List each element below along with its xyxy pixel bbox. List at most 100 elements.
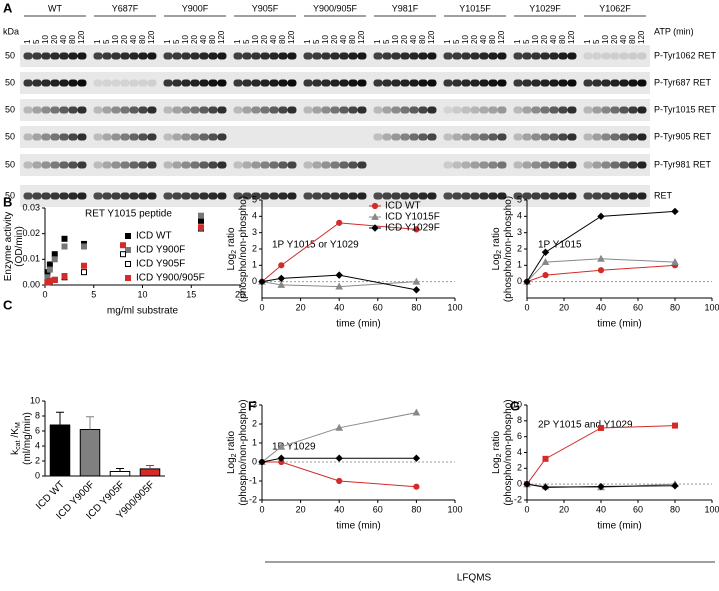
blot-band [260, 161, 270, 169]
point [277, 274, 286, 283]
y-axis-label-part: (phospho/non-phospho) [503, 196, 514, 302]
x-tick-label: 15 [186, 289, 196, 299]
blot-band [32, 79, 42, 87]
y-tick-label: 3 [252, 399, 257, 409]
blot-band [68, 79, 78, 87]
blot-band [461, 161, 471, 169]
blot-band [330, 192, 340, 200]
blot-band [50, 133, 60, 141]
blot-band [373, 79, 383, 87]
blot-band [628, 133, 638, 141]
blot-band [251, 79, 261, 87]
blot-band [549, 79, 559, 87]
panel-letter: F [248, 398, 256, 413]
blot-band [610, 133, 620, 141]
blot-band [217, 79, 227, 87]
timepoint-label: 10 [111, 35, 120, 44]
timepoint-label: 5 [452, 39, 461, 44]
timepoint-label: 40 [339, 35, 348, 44]
blot-band [32, 161, 42, 169]
legend-label: ICD Y1029F [385, 223, 440, 234]
blot-band [583, 161, 593, 169]
blot-band [242, 79, 252, 87]
blot-band [181, 79, 191, 87]
blot-band [260, 192, 270, 200]
blot-band [619, 52, 629, 60]
timepoint-label: 1 [93, 39, 102, 44]
blot-band [312, 161, 322, 169]
timepoint-label: 120 [637, 30, 646, 44]
blot-band [23, 79, 33, 87]
timepoint-label: 80 [418, 35, 427, 44]
blot-band [93, 79, 103, 87]
blot-band [409, 106, 419, 114]
blot-band [443, 79, 453, 87]
point [597, 267, 605, 274]
blot-band [443, 161, 453, 169]
series-line [526, 264, 676, 283]
blot-band [418, 52, 428, 60]
y-tick-label: 0 [517, 276, 522, 286]
mw-marker: 50 [5, 50, 15, 60]
blot-band [470, 192, 480, 200]
x-tick-label: 80 [411, 302, 421, 312]
blot-band [488, 133, 498, 141]
blot-band [540, 133, 550, 141]
timepoint-label: 80 [68, 35, 77, 44]
blot-band [610, 192, 620, 200]
blot-band [470, 161, 480, 169]
blot-band [348, 192, 358, 200]
blot-band [637, 52, 647, 60]
point [597, 482, 605, 491]
point [336, 219, 343, 226]
blot-band [400, 133, 410, 141]
y-axis-label: Log2 ratio [491, 227, 504, 270]
point [46, 266, 53, 273]
blot-band [102, 79, 112, 87]
blot-band [59, 133, 69, 141]
legend-label: ICD Y900F [136, 245, 185, 256]
lane-group-label: WT [48, 3, 62, 13]
blot-band [93, 106, 103, 114]
blot-band [461, 133, 471, 141]
blot-band [348, 161, 358, 169]
blot-band [592, 192, 602, 200]
blot-band [427, 106, 437, 114]
y-tick-label: 3 [252, 227, 257, 237]
blot-band [558, 133, 568, 141]
blot-band [382, 133, 392, 141]
blot-band [610, 161, 620, 169]
blot-band [120, 192, 130, 200]
blot-band [321, 52, 331, 60]
blot-band [418, 79, 428, 87]
point [413, 483, 420, 490]
point [671, 482, 679, 490]
blot-band [251, 192, 261, 200]
series-line [261, 457, 417, 463]
timepoint-label: 10 [531, 35, 540, 44]
timepoint-label: 40 [129, 35, 138, 44]
blot-band [488, 106, 498, 114]
blot-band [373, 133, 383, 141]
blot-band [479, 52, 489, 60]
blot-band [513, 133, 523, 141]
blot-band [373, 52, 383, 60]
blot-band [567, 52, 577, 60]
blot-band [181, 106, 191, 114]
legend-label: ICD Y1015F [385, 212, 440, 223]
mw-marker: 50 [5, 104, 15, 114]
blot-band [233, 161, 243, 169]
point [278, 262, 285, 269]
blot-band [50, 161, 60, 169]
blot-band [470, 52, 480, 60]
timepoint-label: 20 [260, 35, 269, 44]
blot-band [339, 52, 349, 60]
timepoint-label: 10 [181, 35, 190, 44]
blot-band [567, 192, 577, 200]
timepoint-label: 5 [382, 39, 391, 44]
blot-band [583, 79, 593, 87]
blot-band [610, 52, 620, 60]
timepoint-label: 10 [391, 35, 400, 44]
blot-band [50, 79, 60, 87]
blot-band [93, 52, 103, 60]
